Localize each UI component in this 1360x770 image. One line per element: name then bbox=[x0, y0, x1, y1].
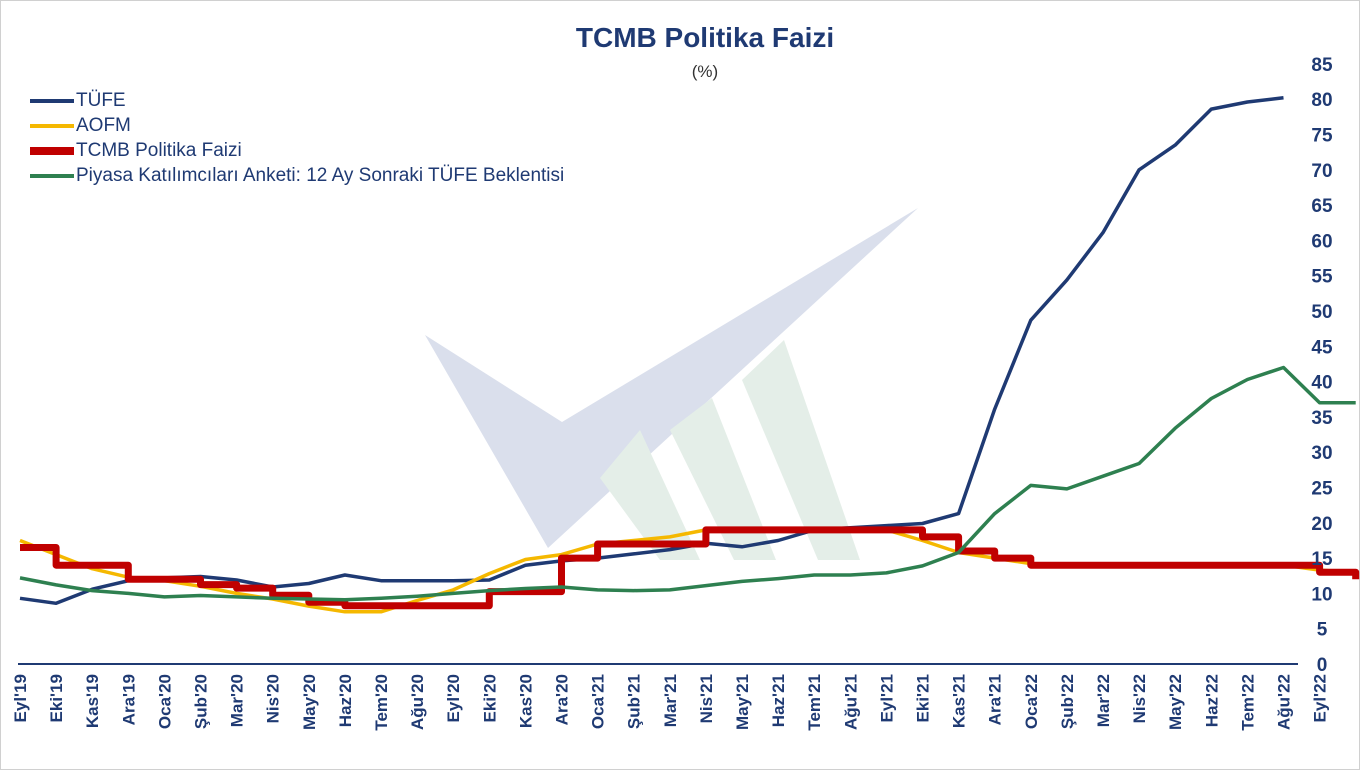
x-tick-label: Mar'21 bbox=[661, 674, 680, 727]
y-tick-label: 65 bbox=[1311, 196, 1333, 217]
legend-item: TÜFE bbox=[30, 88, 564, 113]
x-tick-label: Ağu'22 bbox=[1275, 674, 1294, 730]
legend-swatch bbox=[30, 98, 74, 103]
x-tick-label: Kas'19 bbox=[83, 674, 102, 728]
x-tick-label: Ağu'20 bbox=[408, 674, 427, 730]
y-tick-label: 45 bbox=[1311, 337, 1333, 358]
x-tick-label: Haz'21 bbox=[769, 674, 788, 727]
x-tick-label: Mar'22 bbox=[1094, 674, 1113, 727]
x-tick-label: Haz'20 bbox=[336, 674, 355, 727]
x-tick-label: Oca'20 bbox=[155, 674, 174, 729]
y-tick-label: 55 bbox=[1311, 267, 1333, 288]
y-tick-label: 70 bbox=[1311, 161, 1332, 182]
series-line-0 bbox=[19, 96, 1284, 606]
x-tick-label: Tem'22 bbox=[1238, 674, 1257, 731]
legend-item: Piyasa Katılımcıları Anketi: 12 Ay Sonra… bbox=[30, 163, 564, 188]
y-tick-label: 0 bbox=[1317, 655, 1328, 676]
y-tick-label: 25 bbox=[1311, 479, 1333, 500]
x-tick-label: Nis'21 bbox=[697, 674, 716, 723]
x-tick-label: Eyl'19 bbox=[11, 674, 30, 722]
legend-label: TÜFE bbox=[76, 89, 126, 111]
x-tick-label: Kas'20 bbox=[516, 674, 535, 728]
x-axis: Eyl'19 Eki'19 Kas'19 Ara'19 Oca'20 Şub'20 Mar'… bbox=[11, 674, 1330, 731]
y-tick-label: 20 bbox=[1311, 514, 1332, 535]
legend-label: TCMB Politika Faizi bbox=[76, 139, 242, 161]
chart-subtitle: (%) bbox=[691, 62, 719, 81]
x-tick-label: Ara'19 bbox=[119, 674, 138, 725]
plot-area bbox=[19, 96, 1360, 614]
x-tick-label: Şub'21 bbox=[625, 674, 644, 729]
x-tick-label: Ağu'21 bbox=[841, 674, 860, 730]
y-tick-label: 5 bbox=[1317, 620, 1328, 641]
x-tick-label: Tem'20 bbox=[372, 674, 391, 731]
x-tick-label: Eki'21 bbox=[914, 674, 933, 722]
legend: TÜFE AOFM TCMB Politika Faizi Piyasa Katılı… bbox=[30, 88, 564, 188]
x-tick-label: Kas'21 bbox=[950, 674, 969, 728]
legend-item: AOFM bbox=[30, 113, 564, 138]
x-tick-label: May'22 bbox=[1166, 674, 1185, 730]
y-tick-label: 40 bbox=[1311, 373, 1332, 394]
x-tick-label: Oca'21 bbox=[589, 674, 608, 729]
x-tick-label: Nis'22 bbox=[1130, 674, 1149, 723]
legend-item: TCMB Politika Faizi bbox=[30, 138, 564, 163]
x-tick-label: Tem'21 bbox=[805, 674, 824, 731]
legend-swatch bbox=[30, 146, 74, 155]
chart-title: TCMB Politika Faizi bbox=[575, 22, 835, 53]
watermark-logo bbox=[425, 208, 918, 560]
y-tick-label: 35 bbox=[1311, 408, 1333, 429]
x-tick-label: Oca'22 bbox=[1022, 674, 1041, 729]
x-tick-label: Eki'20 bbox=[480, 674, 499, 722]
x-tick-label: Mar'20 bbox=[228, 674, 247, 727]
legend-swatch bbox=[30, 123, 74, 128]
x-tick-label: Eki'19 bbox=[47, 674, 66, 722]
x-tick-label: Şub'20 bbox=[192, 674, 211, 729]
y-tick-label: 60 bbox=[1311, 231, 1332, 252]
legend-label: Piyasa Katılımcıları Anketi: 12 Ay Sonra… bbox=[76, 164, 565, 186]
x-tick-label: Şub'22 bbox=[1058, 674, 1077, 729]
legend-swatch bbox=[30, 173, 74, 178]
y-tick-label: 10 bbox=[1311, 584, 1332, 605]
x-tick-label: Ara'21 bbox=[986, 674, 1005, 725]
x-tick-label: Eyl'20 bbox=[444, 674, 463, 722]
x-tick-label: Eyl'21 bbox=[877, 674, 896, 722]
y-axis: 0 5 10 15 20 25 30 35 40 45 50 55 60 65 70 75 80 85 bbox=[1311, 55, 1333, 676]
series-line-3 bbox=[19, 365, 1356, 602]
x-tick-label: Nis'20 bbox=[264, 674, 283, 723]
x-tick-label: Haz'22 bbox=[1202, 674, 1221, 727]
x-tick-label: May'21 bbox=[733, 674, 752, 730]
y-tick-label: 75 bbox=[1311, 126, 1333, 147]
y-tick-label: 50 bbox=[1311, 302, 1332, 323]
x-tick-label: Eyl'22 bbox=[1311, 674, 1330, 722]
y-tick-label: 15 bbox=[1311, 549, 1333, 570]
y-tick-label: 30 bbox=[1311, 443, 1332, 464]
series-line-2 bbox=[20, 526, 1360, 610]
y-tick-label: 80 bbox=[1311, 90, 1332, 111]
x-tick-label: Ara'20 bbox=[553, 674, 572, 725]
legend-label: AOFM bbox=[76, 114, 131, 136]
y-tick-label: 85 bbox=[1311, 55, 1333, 76]
x-tick-label: May'20 bbox=[300, 674, 319, 730]
